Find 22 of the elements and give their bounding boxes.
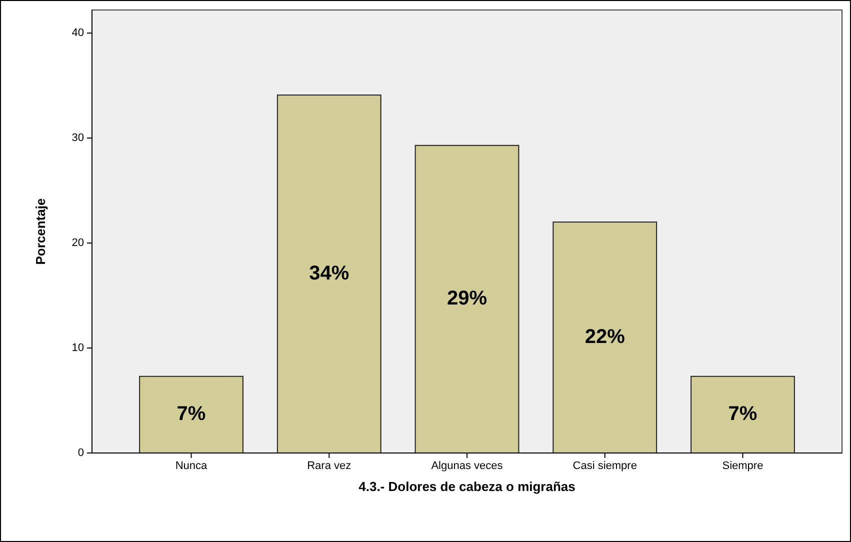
y-tick-label: 0 bbox=[78, 446, 84, 459]
bar bbox=[690, 376, 795, 454]
x-tick-label: Siempre bbox=[722, 460, 764, 472]
x-tick-label: Algunas veces bbox=[431, 460, 504, 472]
x-tick-label: Casi siempre bbox=[572, 460, 637, 472]
data-label: 22% bbox=[584, 326, 626, 348]
y-tick-label: 40 bbox=[72, 27, 84, 39]
bar bbox=[139, 376, 244, 454]
bar bbox=[276, 94, 382, 454]
bar bbox=[414, 144, 520, 454]
data-label: 7% bbox=[176, 402, 206, 425]
x-axis-title: 4.3.- Dolores de cabeza o migrañas bbox=[358, 479, 576, 494]
y-tick-label: 30 bbox=[72, 132, 84, 144]
data-label: 29% bbox=[446, 287, 488, 310]
y-axis-title: Porcentaje bbox=[33, 198, 48, 265]
y-tick-label: 20 bbox=[72, 236, 84, 249]
x-tick-label: Rara vez bbox=[307, 460, 352, 472]
bar bbox=[552, 222, 658, 454]
data-label: 34% bbox=[309, 262, 350, 284]
y-tick-label: 10 bbox=[72, 342, 84, 354]
x-tick-label: Nunca bbox=[175, 460, 208, 472]
data-label: 7% bbox=[728, 402, 758, 425]
